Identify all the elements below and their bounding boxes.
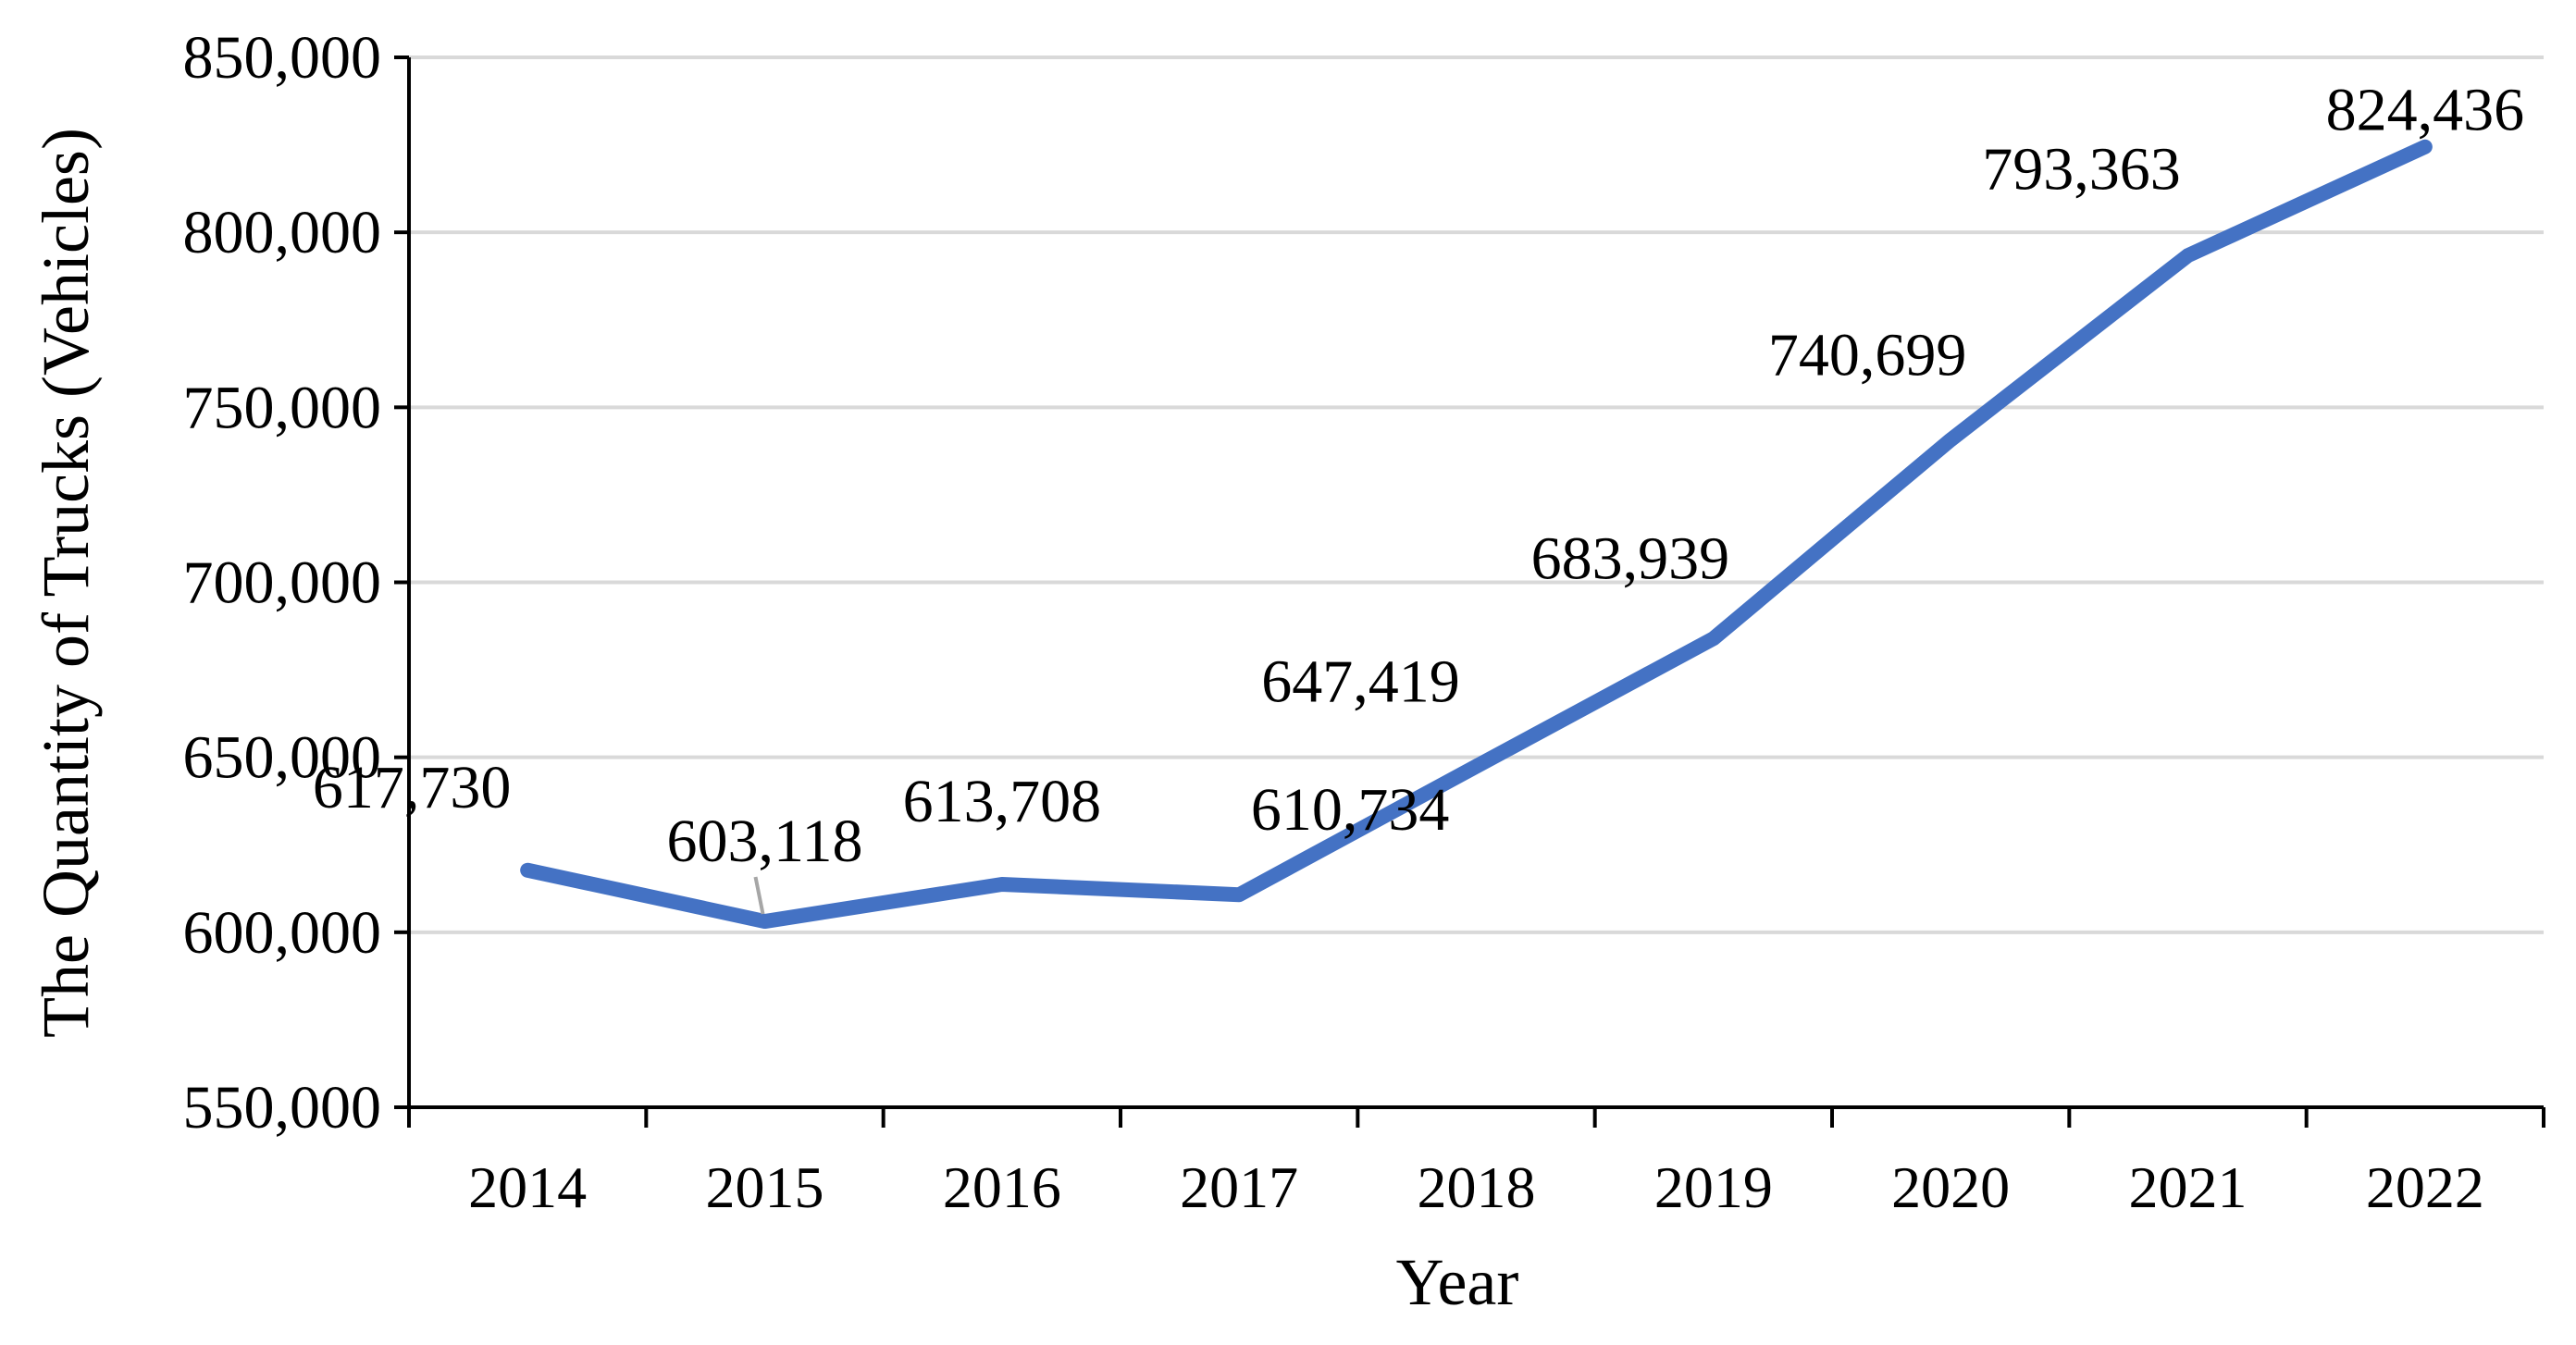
y-tick-label: 650,000 — [183, 724, 382, 792]
y-axis-ticks: 550,000 600,000 650,000 700,000 750,000 800,0… — [183, 24, 409, 1141]
series-line — [520, 139, 2433, 930]
x-tick-label: 2021 — [2129, 1154, 2248, 1220]
data-label: 683,939 — [1531, 524, 1730, 592]
x-tick-label: 2014 — [468, 1154, 587, 1220]
data-label: 610,734 — [1251, 776, 1450, 844]
x-tick-label: 2019 — [1654, 1154, 1773, 1220]
y-tick-label: 850,000 — [183, 24, 382, 92]
x-axis-title: Year — [1396, 1245, 1519, 1319]
data-label: 824,436 — [2326, 77, 2525, 144]
y-axis-title: The Quantity of Trucks (Vehicles) — [29, 128, 103, 1038]
x-tick-label: 2022 — [2366, 1154, 2484, 1220]
data-labels: 617,730 603,118 613,708 610,734 647,419 683,9… — [313, 77, 2525, 915]
label-leader-line — [753, 876, 765, 915]
x-tick-label: 2020 — [1891, 1154, 2010, 1220]
y-tick-label: 550,000 — [183, 1074, 382, 1141]
y-tick-label: 800,000 — [183, 199, 382, 266]
data-label: 647,419 — [1261, 648, 1460, 715]
y-tick-label: 700,000 — [183, 549, 382, 617]
x-tick-label: 2017 — [1180, 1154, 1298, 1220]
data-label: 617,730 — [313, 754, 512, 821]
x-tick-label: 2015 — [706, 1154, 824, 1220]
x-tick-label: 2016 — [943, 1154, 1061, 1220]
x-tick-label: 2018 — [1418, 1154, 1536, 1220]
x-axis-ticks: 2014 2015 2016 2017 2018 2019 2020 2021 2022 — [407, 1107, 2545, 1220]
y-tick-label: 750,000 — [183, 374, 382, 441]
data-label: 793,363 — [1982, 135, 2181, 203]
y-tick-label: 600,000 — [183, 899, 382, 967]
data-label: 603,118 — [666, 808, 862, 875]
series-line-group — [520, 139, 2433, 930]
data-label: 613,708 — [903, 768, 1102, 835]
data-label: 740,699 — [1768, 322, 1967, 389]
gridlines — [409, 56, 2544, 934]
